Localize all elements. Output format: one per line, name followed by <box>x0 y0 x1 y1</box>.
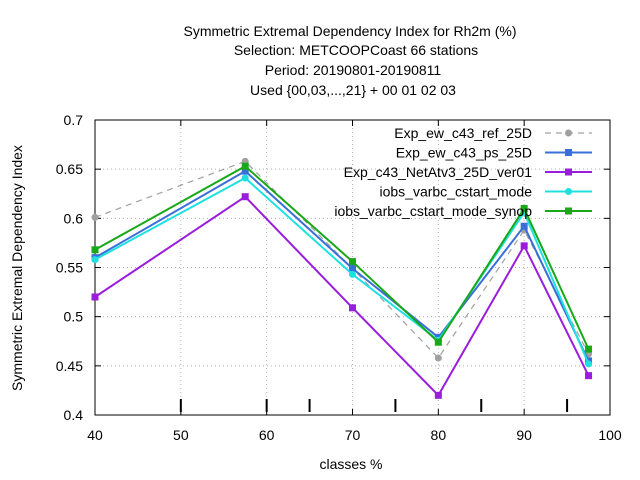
data-point <box>585 345 593 353</box>
title-line-4: Used {00,03,...,21} + 00 01 02 03 <box>250 82 456 98</box>
title-line-3: Period: 20190801-20190811 <box>265 62 442 78</box>
y-tick-label: 0.55 <box>56 260 83 276</box>
data-point <box>520 222 528 230</box>
data-point <box>585 360 593 368</box>
x-tick-label: 40 <box>87 427 103 443</box>
series-5 <box>91 162 593 353</box>
legend-swatch-marker <box>565 149 572 156</box>
series-group <box>91 157 593 399</box>
legend-entry: Exp_ew_c43_ref_25D <box>394 125 592 141</box>
title-line-1: Symmetric Extremal Dependency Index for … <box>184 23 517 39</box>
legend-entry: Exp_ew_c43_ps_25D <box>396 145 592 161</box>
data-point <box>349 258 356 266</box>
data-point <box>241 162 249 170</box>
y-tick-label: 0.6 <box>64 210 84 226</box>
plot-frame <box>94 119 611 416</box>
data-point <box>241 167 249 175</box>
series-line <box>94 160 590 359</box>
data-point <box>520 205 528 212</box>
x-tick-label: 50 <box>173 427 189 443</box>
legend-label: iobs_varbc_cstart_mode <box>379 184 532 200</box>
legend-swatch-marker <box>565 188 572 195</box>
data-point <box>91 213 99 221</box>
series-line <box>94 195 590 397</box>
x-tick-label: 100 <box>598 427 622 443</box>
data-point <box>91 293 99 301</box>
data-point <box>241 174 249 182</box>
data-point <box>434 354 442 362</box>
y-tick-label: 0.4 <box>64 407 84 423</box>
y-tick-label: 0.7 <box>64 112 84 128</box>
chart-title: Symmetric Extremal Dependency Index for … <box>184 23 517 98</box>
legend-entry: Exp_c43_NetAtv3_25D_ver01 <box>344 164 592 180</box>
legend-entry: iobs_varbc_cstart_mode <box>379 184 592 200</box>
y-tick-label: 0.45 <box>56 358 83 374</box>
x-tick-label: 80 <box>431 427 447 443</box>
legend-entry: iobs_varbc_cstart_mode_synop <box>334 203 592 219</box>
data-point <box>520 242 528 250</box>
y-tick-label: 0.65 <box>56 161 83 177</box>
x-axis-label: classes % <box>319 456 382 472</box>
data-point <box>91 246 99 254</box>
legend: Exp_ew_c43_ref_25D Exp_ew_c43_ps_25D Exp_c… <box>334 125 592 219</box>
legend-label: Exp_c43_NetAtv3_25D_ver01 <box>344 164 533 180</box>
x-tick-label: 70 <box>345 427 361 443</box>
x-tick-label: 60 <box>259 427 275 443</box>
data-point <box>349 270 356 278</box>
legend-label: iobs_varbc_cstart_mode_synop <box>334 203 532 219</box>
series-3 <box>91 193 593 399</box>
data-point <box>434 338 442 346</box>
data-point <box>434 391 442 399</box>
title-line-2: Selection: METCOOPCoast 66 stations <box>234 42 478 58</box>
data-point <box>349 264 356 272</box>
legend-label: Exp_ew_c43_ref_25D <box>394 125 532 141</box>
legend-swatch-marker <box>565 129 572 137</box>
data-point <box>585 372 593 380</box>
y-axis-label: Symmetric Extremal Dependency Index <box>9 145 25 391</box>
data-point <box>91 256 99 264</box>
series-line <box>94 164 590 350</box>
data-point <box>349 304 356 312</box>
x-tick-label: 90 <box>516 427 532 443</box>
legend-swatch-marker <box>565 207 572 215</box>
y-tick-label: 0.5 <box>64 309 84 325</box>
data-point <box>241 193 249 201</box>
tick-labels: 0.4 0.45 0.5 0.55 0.6 0.65 0.7 40 50 60 70 80 90 100 <box>56 112 622 443</box>
legend-swatch-marker <box>565 168 572 176</box>
series-line <box>94 176 590 365</box>
legend-label: Exp_ew_c43_ps_25D <box>396 145 532 161</box>
